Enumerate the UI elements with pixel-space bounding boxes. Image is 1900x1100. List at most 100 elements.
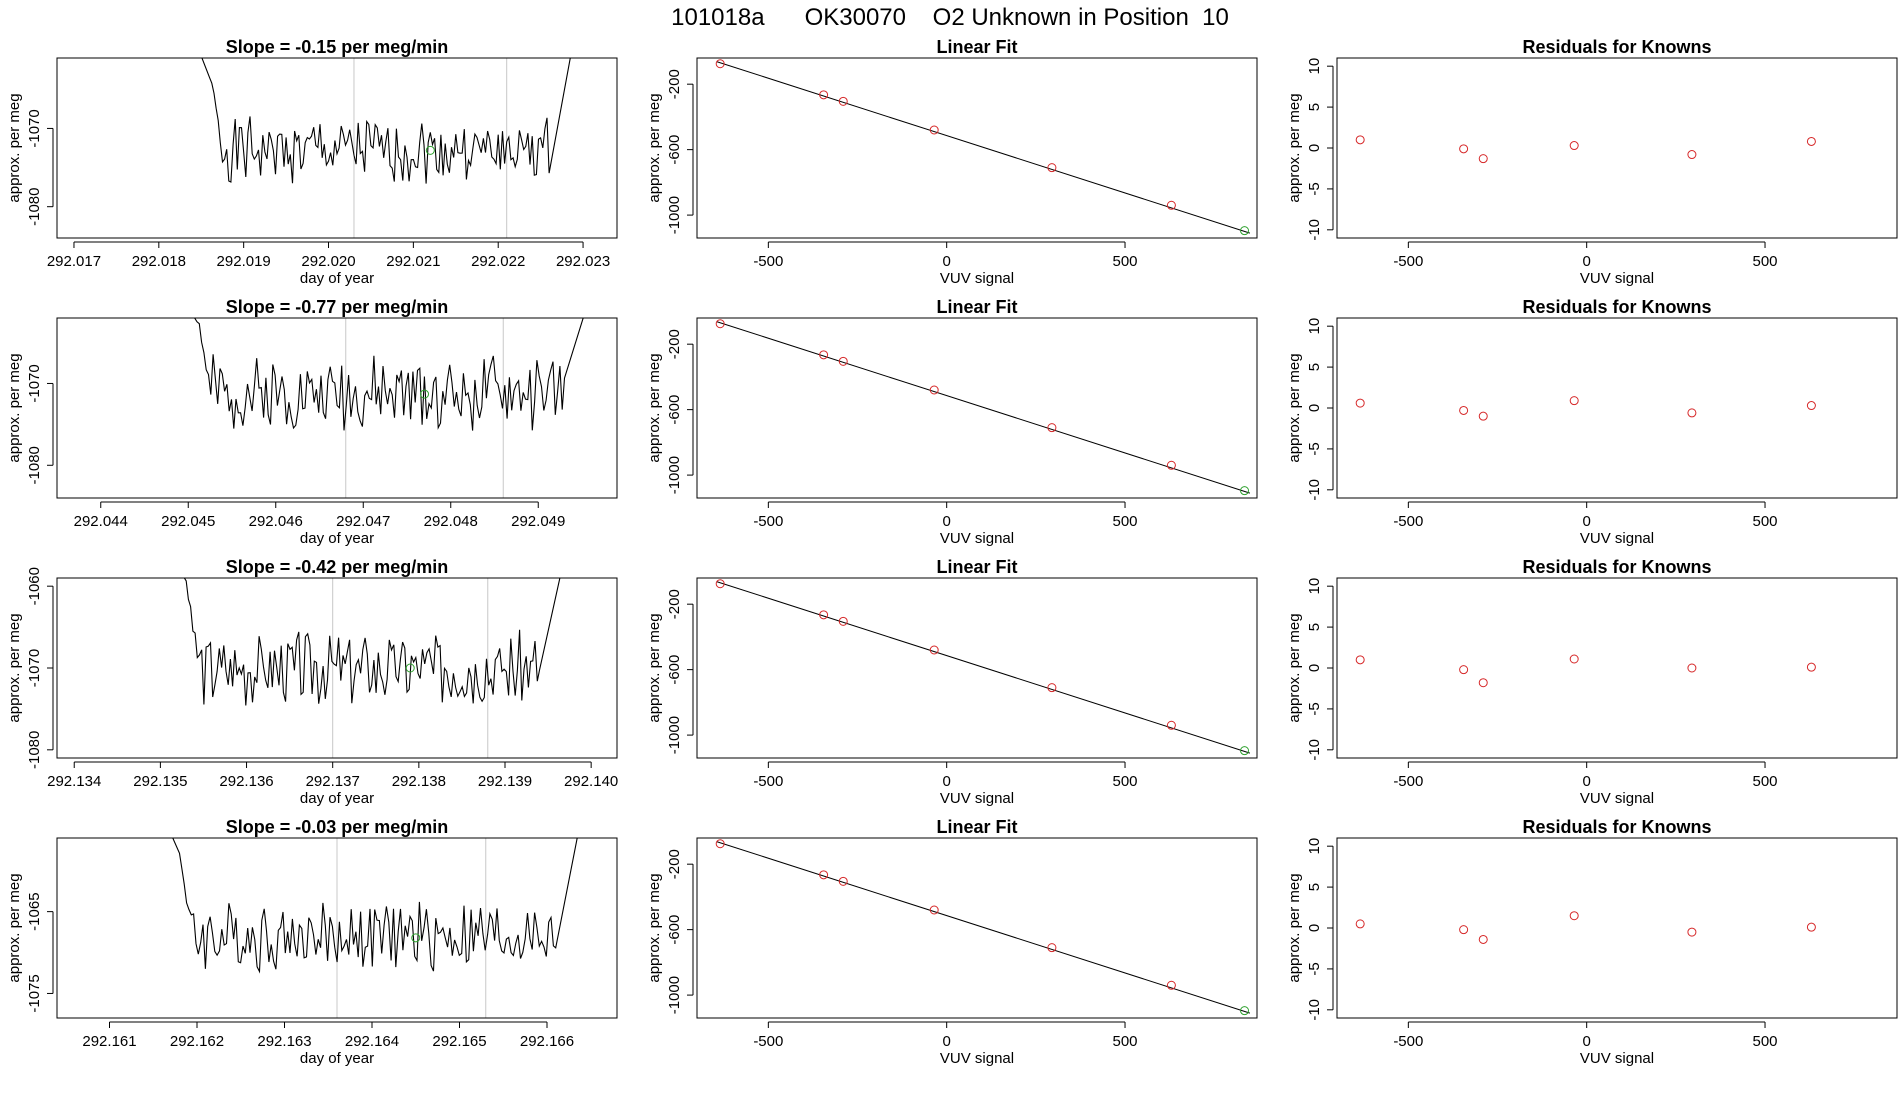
x-tick-label: 0 xyxy=(1583,1033,1591,1050)
unknown-point xyxy=(420,389,429,399)
known-point xyxy=(1047,943,1057,953)
plot-frame xyxy=(56,57,618,239)
x-tick-label: 292.045 xyxy=(161,513,215,530)
x-axis-label: day of year xyxy=(300,1050,374,1067)
panel-title: Slope = -0.42 per meg/min xyxy=(226,557,449,577)
x-tick-label: -500 xyxy=(1393,513,1423,530)
panel-title: Linear Fit xyxy=(936,297,1017,317)
y-tick-label: -5 xyxy=(1306,442,1323,455)
y-tick-label: -200 xyxy=(666,69,683,99)
panel-residuals-row-4: Residuals for Knowns -500 0 500 VUV signal -1… xyxy=(1286,817,1898,1067)
x-axis-label: VUV signal xyxy=(940,790,1014,807)
x-tick-label: 500 xyxy=(1753,773,1778,790)
signal-line xyxy=(201,58,571,184)
y-tick-label: 0 xyxy=(1306,924,1323,932)
known-point xyxy=(1166,200,1176,210)
signal-line xyxy=(183,578,561,706)
y-tick-label: -1075 xyxy=(26,974,43,1012)
unknown-point xyxy=(411,933,421,943)
known-point xyxy=(1806,922,1816,932)
panel-linear_fit-row-2: Linear Fit -500 0 500 VUV signal -1000 -600 -20… xyxy=(646,297,1258,547)
panel-title: Slope = -0.03 per meg/min xyxy=(226,817,449,837)
fit-line xyxy=(716,581,1251,754)
x-tick-label: 292.022 xyxy=(471,253,525,270)
known-point xyxy=(715,579,725,589)
x-tick-label: 500 xyxy=(1113,513,1138,530)
x-axis-label: VUV signal xyxy=(1580,1050,1654,1067)
x-tick-label: 292.134 xyxy=(47,773,101,790)
x-tick-label: 500 xyxy=(1753,513,1778,530)
y-axis-label: approx. per meg xyxy=(6,353,23,462)
unknown-point xyxy=(1240,486,1250,496)
known-point xyxy=(929,385,939,395)
known-point xyxy=(819,90,829,100)
y-tick-label: -10 xyxy=(1306,219,1323,241)
x-tick-label: 292.020 xyxy=(301,253,355,270)
y-tick-label: -10 xyxy=(1306,479,1323,501)
y-axis-label: approx. per meg xyxy=(1286,613,1303,722)
known-point xyxy=(1478,411,1488,421)
y-tick-label: -1060 xyxy=(26,567,43,605)
known-point xyxy=(1806,401,1816,411)
plot-frame xyxy=(1336,837,1898,1019)
x-tick-label: -500 xyxy=(753,773,783,790)
y-tick-label: 10 xyxy=(1306,838,1323,855)
y-tick-label: 5 xyxy=(1306,103,1323,111)
known-point xyxy=(1355,135,1365,145)
plot-area xyxy=(1355,911,1816,944)
x-tick-label: 292.166 xyxy=(520,1033,574,1050)
x-tick-label: -500 xyxy=(753,1033,783,1050)
panel-residuals-row-3: Residuals for Knowns -500 0 500 VUV signal -1… xyxy=(1286,557,1898,807)
known-point xyxy=(929,645,939,655)
panel-grid: Slope = -0.15 per meg/min 292.017 292.018 2… xyxy=(6,37,1898,1067)
signal-line xyxy=(194,318,584,431)
x-tick-label: 292.162 xyxy=(170,1033,224,1050)
y-axis-label: approx. per meg xyxy=(1286,873,1303,982)
known-point xyxy=(929,125,939,135)
y-tick-label: -1000 xyxy=(666,456,683,494)
known-point xyxy=(1687,150,1697,160)
known-point xyxy=(715,839,725,849)
known-point xyxy=(1355,655,1365,665)
known-point xyxy=(819,870,829,880)
known-point xyxy=(1569,396,1579,406)
plot-area xyxy=(183,578,561,706)
x-tick-label: 0 xyxy=(943,253,951,270)
known-point xyxy=(929,905,939,915)
known-point xyxy=(1166,980,1176,990)
y-axis-label: approx. per meg xyxy=(646,613,663,722)
x-tick-label: 292.019 xyxy=(217,253,271,270)
known-point xyxy=(819,610,829,620)
x-tick-label: 292.161 xyxy=(82,1033,136,1050)
y-tick-label: -1080 xyxy=(26,188,43,226)
x-tick-label: 292.140 xyxy=(564,773,618,790)
y-tick-label: -5 xyxy=(1306,962,1323,975)
plot-frame xyxy=(1336,317,1898,499)
plot-area xyxy=(1355,135,1816,164)
y-tick-label: 10 xyxy=(1306,58,1323,75)
x-tick-label: 500 xyxy=(1753,1033,1778,1050)
x-axis-label: VUV signal xyxy=(1580,270,1654,287)
y-axis-label: approx. per meg xyxy=(646,873,663,982)
x-tick-label: 292.047 xyxy=(336,513,390,530)
known-point xyxy=(1569,911,1579,921)
x-tick-label: -500 xyxy=(1393,253,1423,270)
x-tick-label: 292.163 xyxy=(257,1033,311,1050)
x-axis-label: day of year xyxy=(300,270,374,287)
plot-area xyxy=(194,318,584,431)
panel-title: Linear Fit xyxy=(936,37,1017,57)
plot-area xyxy=(715,579,1251,756)
known-point xyxy=(1806,662,1816,672)
figure-title: 101018a OK30070 O2 Unknown in Position 1… xyxy=(671,4,1229,31)
x-tick-label: 292.138 xyxy=(392,773,446,790)
x-tick-label: -500 xyxy=(1393,1033,1423,1050)
y-tick-label: -200 xyxy=(666,589,683,619)
known-point xyxy=(838,356,848,366)
y-tick-label: -1000 xyxy=(666,196,683,234)
panel-title: Linear Fit xyxy=(936,557,1017,577)
x-tick-label: 0 xyxy=(1583,773,1591,790)
known-point xyxy=(1355,398,1365,408)
panel-linear_fit-row-1: Linear Fit -500 0 500 VUV signal -1000 -600 -20… xyxy=(646,37,1258,287)
y-tick-label: -10 xyxy=(1306,999,1323,1021)
known-point xyxy=(1459,144,1469,154)
